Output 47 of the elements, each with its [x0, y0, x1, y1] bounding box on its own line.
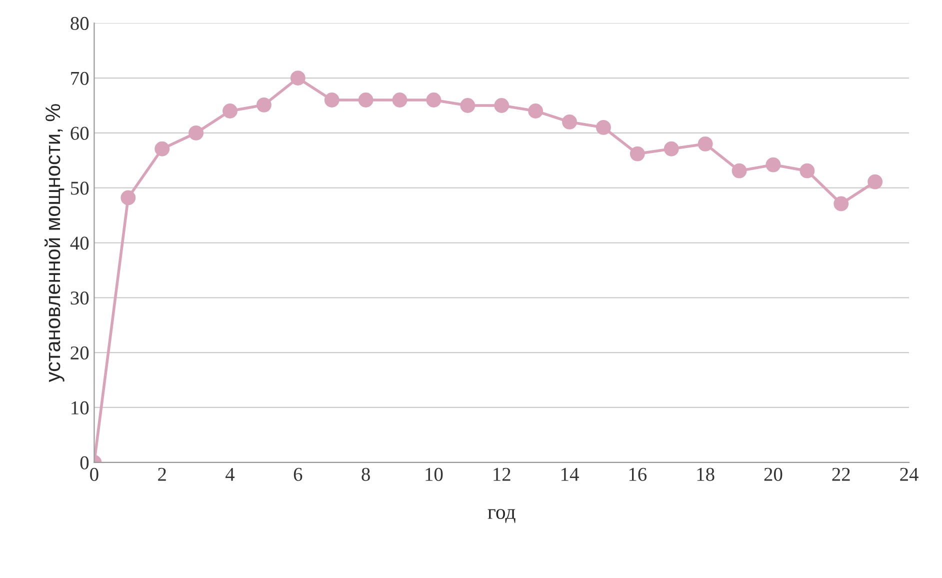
point	[834, 196, 849, 212]
x-tick-label: 10	[426, 468, 443, 481]
x-tick-label: 20	[764, 468, 782, 481]
point	[562, 114, 577, 130]
y-tick-label: 50	[71, 182, 89, 195]
point	[732, 163, 747, 178]
x-tick-label: 18	[697, 468, 714, 481]
x-axis-title: год	[488, 508, 516, 523]
point	[528, 104, 544, 118]
y-tick-label: 20	[70, 346, 89, 360]
point	[596, 120, 611, 135]
point	[426, 92, 442, 108]
x-tick-label: 16	[629, 468, 647, 481]
point	[256, 97, 272, 112]
y-tick-label: 30	[70, 291, 89, 305]
point	[494, 98, 510, 113]
y-axis-title: установленной мощности, %	[44, 104, 64, 382]
x-tick-label: 24	[900, 468, 918, 481]
x-tick-label: 22	[832, 468, 850, 481]
point	[358, 92, 374, 108]
x-tick-label: 8	[362, 468, 370, 481]
point	[222, 104, 238, 118]
point	[392, 92, 408, 108]
y-tick-label: 80	[70, 16, 89, 30]
x-tick-label: 4	[226, 468, 235, 481]
y-tick-label: 60	[70, 126, 89, 140]
y-tick-label: 40	[70, 236, 89, 250]
point	[800, 163, 815, 178]
point	[120, 190, 136, 206]
y-tick-label: 10	[72, 401, 89, 414]
x-tick-label: 0	[90, 468, 98, 481]
y-tick-label: 0	[80, 456, 89, 470]
point	[766, 157, 781, 172]
point	[188, 125, 204, 140]
point	[290, 70, 306, 86]
point	[868, 174, 883, 190]
point	[324, 92, 340, 108]
point	[698, 136, 713, 152]
point	[154, 141, 170, 156]
point	[664, 141, 679, 156]
point	[630, 146, 645, 162]
x-tick-label: 14	[562, 468, 579, 481]
y-tick-label: 70	[71, 72, 89, 85]
point	[460, 98, 476, 113]
x-tick-label: 6	[294, 468, 302, 481]
x-tick-label: 2	[158, 468, 166, 481]
x-tick-label: 12	[494, 468, 510, 481]
